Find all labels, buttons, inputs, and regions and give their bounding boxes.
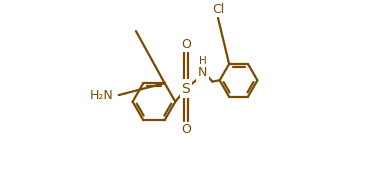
Text: O: O bbox=[181, 123, 191, 136]
Text: N: N bbox=[198, 66, 207, 79]
Text: H: H bbox=[199, 56, 206, 66]
Text: H₂N: H₂N bbox=[90, 89, 114, 102]
Text: S: S bbox=[182, 82, 190, 95]
Text: Cl: Cl bbox=[212, 3, 224, 16]
Text: O: O bbox=[181, 38, 191, 51]
